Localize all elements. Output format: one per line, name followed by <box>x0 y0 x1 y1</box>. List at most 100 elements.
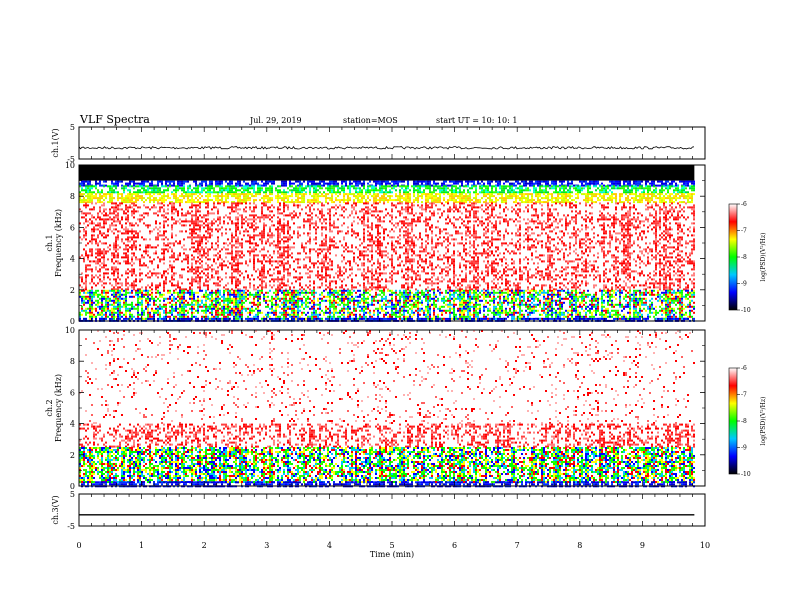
spectrum-cell <box>669 193 671 196</box>
spectrum-cell <box>285 201 287 204</box>
spectrum-cell <box>93 226 95 229</box>
spectrum-cell <box>199 280 201 283</box>
spectrum-cell <box>191 202 193 205</box>
spectrum-cell <box>495 197 497 200</box>
spectrum-cell <box>371 222 373 225</box>
spectrum-cell <box>461 191 463 194</box>
spectrum-cell <box>277 252 279 255</box>
spectrum-cell <box>327 268 329 271</box>
spectrum-cell <box>347 201 349 204</box>
spectrum-cell <box>235 276 237 279</box>
spectrum-cell <box>85 234 87 237</box>
spectrum-cell <box>319 185 321 188</box>
spectrum-cell <box>221 248 223 251</box>
spectrum-cell <box>321 184 323 187</box>
spectrum-cell <box>661 189 663 192</box>
spectrum-cell <box>459 187 461 190</box>
spectrum-cell <box>199 262 201 265</box>
spectrum-cell <box>141 254 143 257</box>
spectrum-cell <box>309 199 311 202</box>
spectrum-cell <box>83 201 85 204</box>
spectrum-cell <box>381 199 383 202</box>
spectrum-cell <box>385 180 387 183</box>
spectrum-cell <box>115 240 117 243</box>
spectrum-cell <box>139 262 141 265</box>
spectrum-cell <box>105 268 107 271</box>
spectrum-cell <box>629 182 631 185</box>
spectrum-cell <box>253 268 255 271</box>
spectrum-cell <box>153 189 155 192</box>
spectrum-cell <box>613 197 615 200</box>
spectrum-cell <box>439 193 441 196</box>
spectrum-cell <box>199 254 201 257</box>
spectrum-cell <box>683 180 685 183</box>
spectrum-cell <box>311 199 313 202</box>
spectrum-cell <box>103 232 105 235</box>
spectrum-cell <box>515 191 517 194</box>
spectrum-cell <box>639 187 641 190</box>
spectrum-cell <box>251 187 253 190</box>
spectrum-cell <box>487 189 489 192</box>
spectrum-cell <box>323 220 325 223</box>
spectrum-cell <box>419 195 421 198</box>
spectrum-cell <box>309 252 311 255</box>
spectrum-cell <box>655 191 657 194</box>
spectrum-cell <box>273 240 275 243</box>
spectrum-cell <box>235 246 237 249</box>
spectrum-cell <box>171 254 173 257</box>
spectrum-cell <box>277 232 279 235</box>
spectrum-cell <box>181 276 183 279</box>
spectrum-cell <box>135 280 137 283</box>
spectrum-cell <box>681 189 683 192</box>
spectrum-cell <box>375 187 377 190</box>
spectrum-cell <box>675 184 677 187</box>
spectrum-cell <box>443 182 445 185</box>
spectrum-cell <box>217 199 219 202</box>
spectrum-cell <box>365 210 367 213</box>
spectrum-cell <box>97 252 99 255</box>
spectrum-cell <box>131 252 133 255</box>
spectrum-cell <box>131 193 133 196</box>
spectrum-cell <box>197 246 199 249</box>
spectrum-cell <box>269 199 271 202</box>
spectrum-cell <box>283 282 285 285</box>
spectrum-cell <box>373 199 375 202</box>
spectrum-cell <box>453 193 455 196</box>
spectrum-cell <box>193 246 195 249</box>
spectrum-cell <box>269 187 271 190</box>
spectrum-cell <box>351 272 353 275</box>
spectrum-cell <box>253 260 255 263</box>
spectrum-cell <box>163 224 165 227</box>
spectrum-cell <box>201 264 203 267</box>
spectrum-cell <box>175 197 177 200</box>
spectrum-cell <box>195 189 197 192</box>
spectrum-cell <box>87 268 89 271</box>
spectrum-cell <box>143 180 145 183</box>
spectrum-cell <box>193 250 195 253</box>
spectrum-cell <box>467 182 469 185</box>
spectrum-cell <box>363 270 365 273</box>
spectrum-cell <box>669 187 671 190</box>
spectrum-cell <box>101 250 103 253</box>
spectrum-cell <box>285 214 287 217</box>
spectrum-cell <box>139 230 141 233</box>
spectrum-cell <box>305 206 307 209</box>
spectrum-cell <box>589 197 591 200</box>
spectrum-cell <box>185 254 187 257</box>
spectrum-cell <box>321 258 323 261</box>
spectrum-cell <box>153 193 155 196</box>
spectrum-cell <box>163 226 165 229</box>
spectrum-cell <box>191 228 193 231</box>
spectrum-cell <box>111 193 113 196</box>
spectrum-cell <box>269 244 271 247</box>
spectrum-cell <box>203 214 205 217</box>
spectrum-cell <box>639 185 641 188</box>
spectrum-cell <box>309 250 311 253</box>
spectrum-cell <box>517 180 519 183</box>
spectrum-cell <box>399 199 401 202</box>
spectrum-cell <box>421 191 423 194</box>
spectrum-cell <box>117 182 119 185</box>
spectrum-cell <box>279 185 281 188</box>
spectrum-cell <box>207 226 209 229</box>
spectrum-cell <box>593 185 595 188</box>
